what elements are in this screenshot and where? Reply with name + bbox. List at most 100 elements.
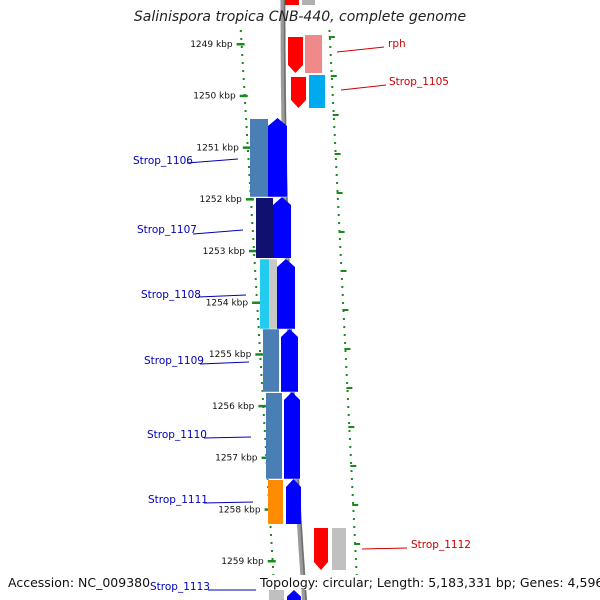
kbp-tick-label: 1253 kbp (203, 247, 246, 257)
inner-track-dot (260, 382, 263, 384)
gene-label-leader (199, 361, 250, 365)
outer-track-dot (348, 438, 351, 440)
outer-track-major-tick (352, 504, 359, 506)
kbp-tick-label: 1257 kbp (215, 454, 258, 464)
outer-track-dot (343, 334, 346, 336)
inner-track-dot (261, 390, 264, 392)
outer-track-major-tick (332, 114, 339, 116)
gene-arrow-reverse (277, 259, 295, 329)
kbp-tick-label: 1250 kbp (193, 92, 236, 102)
inner-track-dot (245, 126, 248, 128)
inner-track-dot (270, 542, 273, 544)
inner-track-dot (254, 270, 257, 272)
outer-track-dot (334, 158, 337, 160)
inner-track-dot (270, 534, 272, 536)
gene-cog-partial (302, 0, 315, 5)
outer-track-dot (340, 278, 343, 280)
outer-track-dot (328, 30, 331, 32)
outer-track-dot (341, 294, 344, 296)
outer-track-dot (335, 174, 338, 176)
gene-label-leader (197, 294, 247, 298)
outer-track-dot (354, 550, 357, 552)
outer-track-dot (332, 102, 335, 104)
inner-track-dot (263, 422, 266, 424)
inner-track-dot (243, 86, 246, 88)
inner-track-dot (259, 350, 261, 352)
outer-track-dot (332, 118, 335, 120)
outer-track-dot (348, 430, 351, 432)
outer-track-dot (336, 198, 339, 200)
gene-cog-box (269, 590, 284, 600)
gene-label: Strop_1106 (133, 155, 193, 167)
gene-arrow-reverse (287, 590, 301, 600)
outer-track-dot (352, 510, 355, 512)
inner-track-dot (262, 414, 265, 416)
outer-track-dot (334, 142, 337, 144)
gene-label: Strop_1108 (141, 289, 201, 301)
inner-track-dot (260, 374, 263, 376)
outer-track-dot (354, 558, 357, 560)
outer-track-dot (352, 518, 355, 520)
gene-arrow-reverse (286, 479, 301, 524)
inner-track-dot (248, 166, 250, 168)
kbp-tick-mark (249, 249, 257, 253)
inner-track-dot (246, 142, 249, 144)
inner-track-dot (271, 558, 274, 560)
outer-track-major-tick (328, 36, 335, 38)
outer-track-dot (347, 406, 350, 408)
gene-cog-box (268, 480, 283, 524)
outer-track-dot (346, 398, 349, 400)
inner-track-dot (247, 158, 250, 160)
outer-track-dot (349, 454, 352, 456)
inner-track-dot (260, 366, 262, 368)
inner-track-dot (244, 102, 247, 104)
outer-track-dot (353, 526, 356, 528)
outer-track-dot (340, 262, 343, 264)
gene-label: Strop_1105 (389, 76, 449, 88)
outer-track-dot (336, 182, 339, 184)
outer-track-dot (328, 38, 331, 40)
kbp-tick-label: 1252 kbp (199, 195, 242, 205)
inner-track-dot (248, 174, 251, 176)
gene-arrow-forward (291, 77, 306, 108)
inner-track-dot (255, 294, 258, 296)
kbp-tick-mark (245, 198, 254, 201)
gene-cog-box (332, 528, 346, 570)
gene-label-leader (203, 436, 252, 439)
outer-track-dot (331, 94, 334, 96)
outer-track-dot (353, 534, 356, 536)
gene-cog-box (305, 35, 322, 73)
outer-track-major-tick (350, 465, 357, 467)
gene-label-leader (203, 501, 254, 504)
outer-track-dot (345, 374, 348, 376)
outer-track-dot (330, 78, 333, 80)
inner-track-dot (253, 262, 256, 264)
outer-track-dot (331, 86, 334, 88)
gene-label: Strop_1107 (137, 224, 197, 236)
outer-track-major-tick (334, 153, 341, 155)
inner-track-dot (240, 46, 243, 48)
outer-track-major-tick (336, 192, 343, 194)
outer-track-dot (342, 318, 345, 320)
kbp-tick-label: 1258 kbp (218, 505, 261, 515)
gene-cog-box (256, 198, 273, 258)
outer-track-dot (349, 446, 352, 448)
outer-track-major-tick (346, 387, 353, 389)
gene-cog-box (309, 75, 325, 108)
gene-arrow-reverse (268, 118, 287, 197)
kbp-tick-label: 1251 kbp (196, 143, 239, 153)
outer-track-dot (330, 70, 333, 72)
outer-track-major-tick (342, 309, 349, 311)
inner-track-dot (247, 150, 249, 152)
inner-track-dot (244, 110, 247, 112)
kbp-tick-label: 1254 kbp (206, 299, 249, 309)
inner-track-dot (253, 254, 256, 256)
kbp-tick-mark (239, 94, 248, 98)
kbp-tick-mark (267, 560, 276, 563)
inner-track-dot (248, 182, 251, 184)
inner-track-dot (254, 278, 257, 280)
gene-label: rph (388, 38, 406, 50)
inner-track-dot (258, 342, 261, 344)
inner-track-dot (242, 70, 245, 72)
